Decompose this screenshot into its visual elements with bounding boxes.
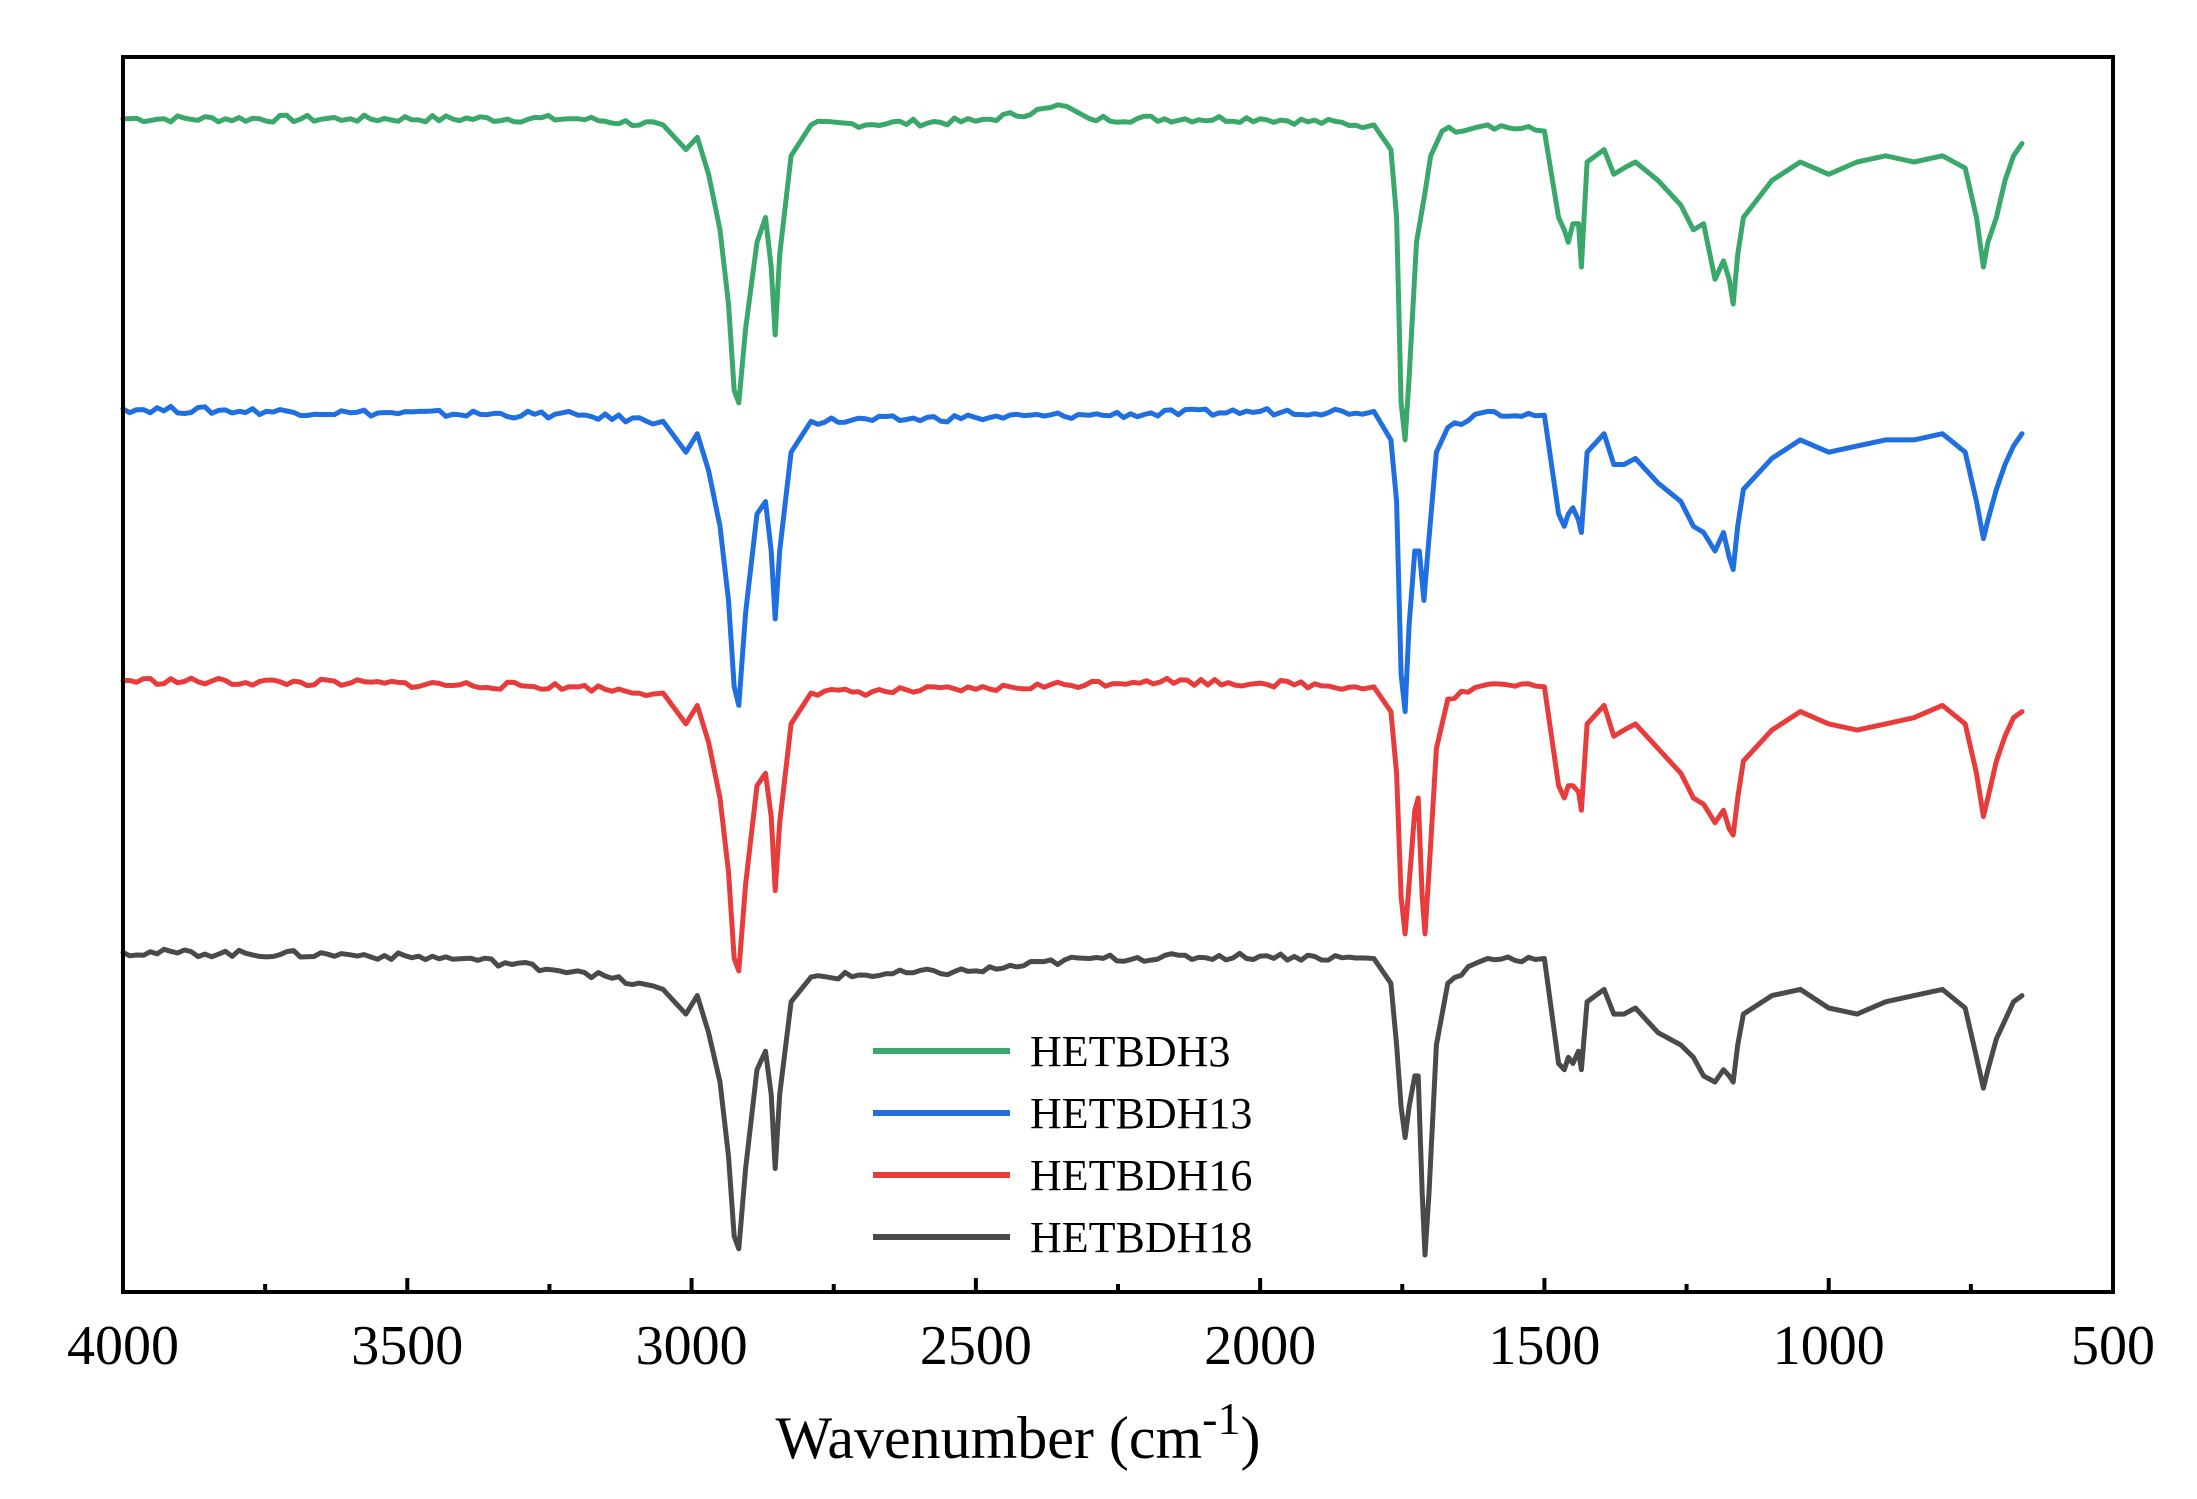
x-tick-label: 1500 xyxy=(1488,1315,1600,1377)
x-tick-label: 3500 xyxy=(351,1315,463,1377)
series-line-hetbdh16 xyxy=(120,675,2025,974)
x-axis-title: Wavenumber (cm-1) xyxy=(776,1393,1261,1471)
legend-label: HETBDH3 xyxy=(1030,1027,1230,1076)
x-tick-label: 500 xyxy=(2071,1315,2155,1377)
series-line-hetbdh13 xyxy=(120,403,2025,715)
legend-item-hetbdh13: HETBDH13 xyxy=(873,1089,1252,1138)
legend: HETBDH3 HETBDH13 HETBDH16 HETBDH18 xyxy=(873,1027,1252,1262)
x-tick-label: 3000 xyxy=(636,1315,748,1377)
legend-item-hetbdh3: HETBDH3 xyxy=(873,1027,1230,1076)
legend-label: HETBDH13 xyxy=(1030,1089,1252,1138)
x-tick-label: 2000 xyxy=(1204,1315,1316,1377)
legend-label: HETBDH16 xyxy=(1030,1151,1252,1200)
tick-layer: 4000 3500 3000 2500 2000 1500 1000 500 xyxy=(67,1278,2155,1377)
x-tick-label: 2500 xyxy=(920,1315,1032,1377)
legend-item-hetbdh18: HETBDH18 xyxy=(873,1213,1252,1262)
legend-item-hetbdh16: HETBDH16 xyxy=(873,1151,1252,1200)
series-line-hetbdh3 xyxy=(120,102,2025,443)
legend-label: HETBDH18 xyxy=(1030,1213,1252,1262)
x-tick-label: 4000 xyxy=(67,1315,179,1377)
series-layer xyxy=(120,102,2025,1258)
series-line-hetbdh18 xyxy=(120,946,2025,1258)
x-tick-label: 1000 xyxy=(1773,1315,1885,1377)
